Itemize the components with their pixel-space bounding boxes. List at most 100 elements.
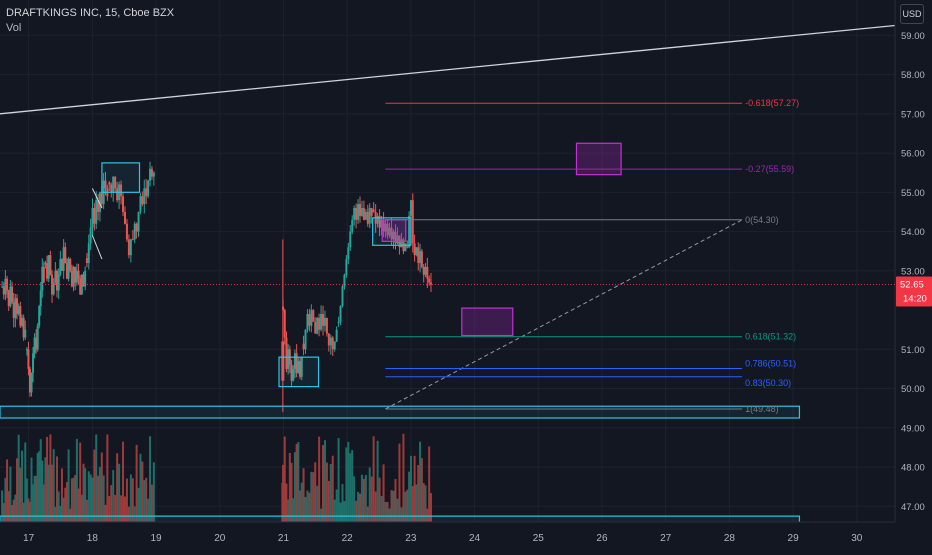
time-tick-label[interactable]: 30 <box>851 533 863 544</box>
drawing-segment[interactable] <box>91 235 103 260</box>
candle-body <box>2 286 5 295</box>
volume-bar <box>57 491 60 522</box>
candle-body <box>27 349 30 369</box>
fib-trend-dashed-line[interactable] <box>385 219 743 410</box>
time-tick-label[interactable]: 20 <box>214 533 226 544</box>
volume-bar <box>49 434 52 522</box>
symbol-title[interactable]: DRAFTKINGS INC, 15, Cboe BZX <box>6 7 175 19</box>
price-tick-label[interactable]: 51.00 <box>901 345 925 356</box>
candle-body <box>429 282 432 285</box>
time-tick-label[interactable]: 23 <box>405 533 417 544</box>
candle-body <box>355 208 358 220</box>
candle-body <box>60 259 63 271</box>
candle-body <box>59 259 62 275</box>
volume-bar <box>429 493 432 522</box>
volume-bar <box>366 506 369 522</box>
candle-body <box>70 270 73 287</box>
candle-body <box>56 270 59 291</box>
price-tick-label[interactable]: 57.00 <box>901 109 925 120</box>
zone-box-cyan[interactable] <box>372 217 412 246</box>
price-tick-label[interactable]: 48.00 <box>901 463 925 474</box>
candle-body <box>54 270 57 283</box>
candle-body <box>116 188 119 201</box>
candle-body <box>304 329 307 350</box>
candle-body <box>409 200 412 216</box>
time-tick-label[interactable]: 17 <box>23 533 35 544</box>
price-tick-label[interactable]: 56.00 <box>901 149 925 160</box>
volume-bar <box>419 441 422 522</box>
volume-bar <box>372 436 375 522</box>
candle-body <box>84 270 87 287</box>
price-tick-label[interactable]: 54.00 <box>901 227 925 238</box>
candle-body <box>14 298 17 318</box>
volume-bar <box>382 464 385 522</box>
candle-body <box>299 361 302 377</box>
time-tick-label[interactable]: 21 <box>278 533 290 544</box>
zone-box-magenta[interactable] <box>461 307 514 337</box>
volume-bar <box>65 482 68 522</box>
candle-body <box>12 302 15 318</box>
candle-body <box>131 238 134 240</box>
candle-body <box>413 243 416 256</box>
candle-body <box>370 208 373 216</box>
drawing-layer[interactable]: -0.618(57.27) -0.27(55.59) 0(54.30) 0.618(5… <box>0 24 896 525</box>
volume-bar <box>98 467 101 522</box>
volume-bar <box>376 440 379 522</box>
time-tick-label[interactable]: 19 <box>151 533 163 544</box>
volume-bar <box>112 470 115 522</box>
candle-body <box>358 204 361 216</box>
candle-body <box>57 274 60 291</box>
zone-box-magenta[interactable] <box>575 142 622 176</box>
time-axis-bg <box>0 522 932 550</box>
price-tick-label[interactable]: 59.00 <box>901 31 925 42</box>
grid-layer <box>0 0 895 522</box>
last-price-tag[interactable] <box>896 276 932 307</box>
candle-body <box>388 227 391 236</box>
volume-bar <box>343 501 346 522</box>
time-tick-label[interactable]: 25 <box>533 533 545 544</box>
time-tick-label[interactable]: 24 <box>469 533 481 544</box>
candle-body <box>65 262 68 279</box>
volume-bar <box>392 490 395 522</box>
volume-label[interactable]: Vol <box>6 22 22 34</box>
candle-body <box>327 333 330 346</box>
time-tick-label[interactable]: 18 <box>87 533 99 544</box>
time-tick-label[interactable]: 22 <box>342 533 354 544</box>
candle-body <box>392 231 395 240</box>
volume-bar <box>358 493 361 522</box>
price-tick-label[interactable]: 49.00 <box>901 423 925 434</box>
volume-bar <box>283 436 286 522</box>
drawing-segment[interactable] <box>91 188 103 209</box>
volume-bar <box>388 508 391 522</box>
candle-body <box>380 219 383 228</box>
zone-box-magenta[interactable] <box>381 219 407 242</box>
currency-button[interactable]: USD <box>900 4 924 24</box>
candle-body <box>364 211 367 220</box>
zone-box-cyan[interactable] <box>101 162 141 193</box>
trend-line[interactable] <box>0 24 896 115</box>
time-tick-label[interactable]: 27 <box>660 533 672 544</box>
candle-body <box>292 368 295 381</box>
candle-body <box>143 188 146 205</box>
time-tick-label[interactable]: 26 <box>596 533 608 544</box>
volume-bar <box>97 475 100 522</box>
time-tick-label[interactable]: 28 <box>724 533 736 544</box>
volume-bar <box>417 465 420 522</box>
volume-bar <box>4 477 7 522</box>
zone-box-cyan[interactable] <box>278 356 320 388</box>
price-tick-label[interactable]: 55.00 <box>901 188 925 199</box>
candle-body <box>287 349 290 369</box>
price-tick-label[interactable]: 50.00 <box>901 384 925 395</box>
volume-bar <box>411 485 414 522</box>
price-tick-label[interactable]: 58.00 <box>901 70 925 81</box>
candle-body <box>382 219 385 232</box>
price-tick-label[interactable]: 47.00 <box>901 502 925 513</box>
time-tick-label[interactable]: 29 <box>788 533 800 544</box>
zone-box-cyan[interactable] <box>0 405 801 419</box>
candle-body <box>325 317 328 334</box>
volume-bar <box>293 452 296 522</box>
price-tick-label[interactable]: 53.00 <box>901 266 925 277</box>
